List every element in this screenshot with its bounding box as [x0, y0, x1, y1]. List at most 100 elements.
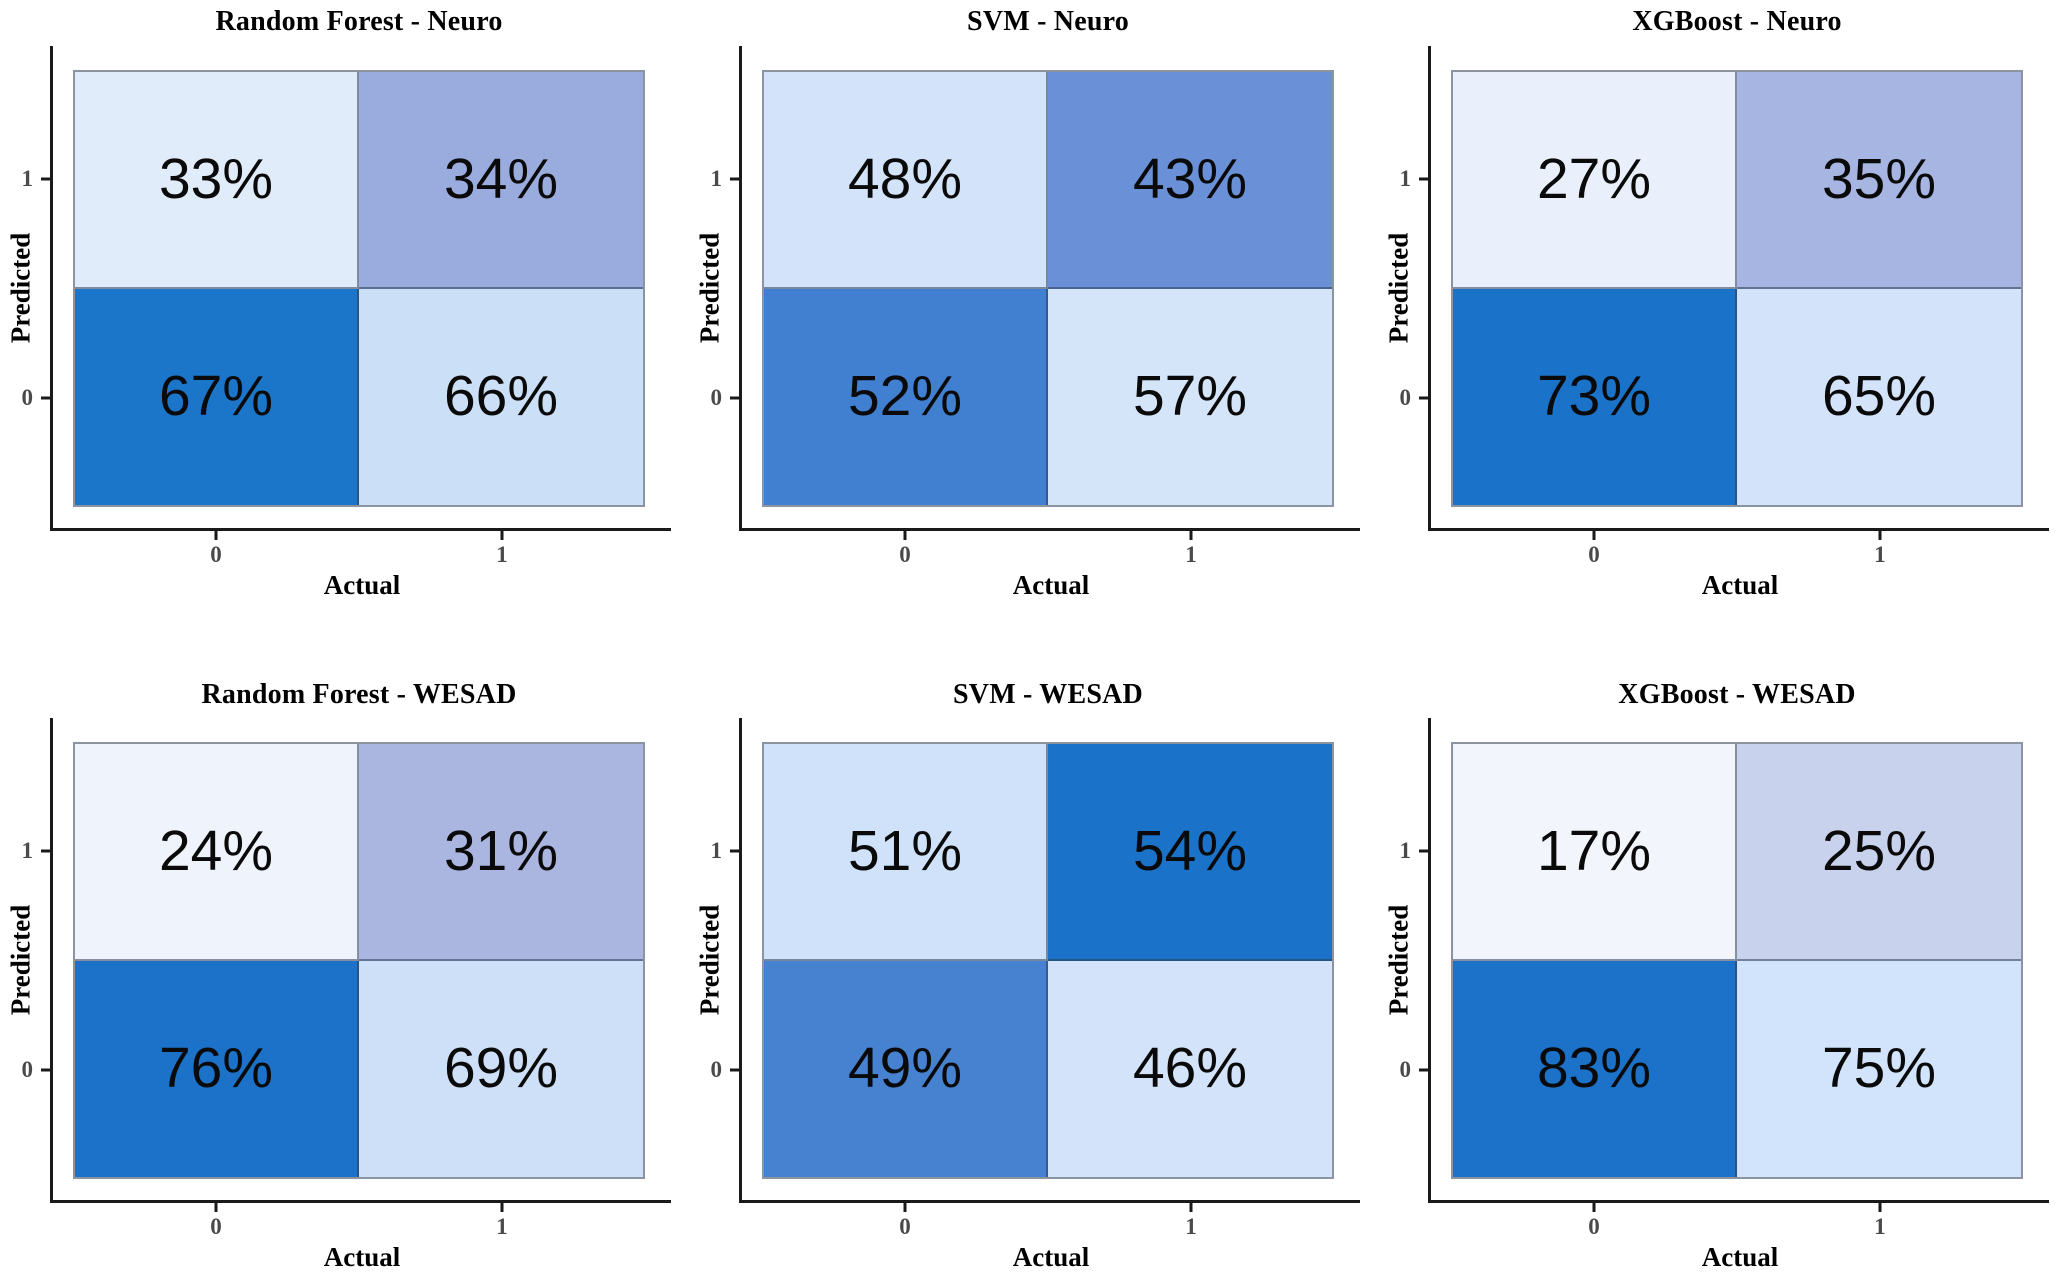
matrix-tiles: 27% 35% 73% 65% [1451, 70, 2023, 507]
x-tick-label: 0 [1588, 542, 1600, 567]
y-tick-mark [1419, 849, 1428, 853]
y-tick-label: 1 [21, 166, 34, 191]
x-axis-title: Actual [1012, 1242, 1090, 1272]
y-tick-label: 1 [21, 838, 34, 863]
plot-title: XGBoost - WESAD [1618, 679, 1856, 710]
cell-value: 48% [847, 146, 963, 211]
confusion-matrix-xgboost-neuro: XGBoost - Neuro Predicted 27% 35% 73% 65… [1378, 0, 2067, 639]
x-tick-mark [1592, 531, 1596, 540]
cell-value: 43% [1132, 146, 1248, 211]
confusion-matrix-random-forest-neuro: Random Forest - Neuro Predicted 33% 34% … [0, 0, 689, 639]
cell-value: 67% [158, 364, 274, 429]
cell-pred0-actual0: 73% [1453, 288, 1737, 505]
cell-pred1-actual0: 24% [75, 744, 359, 961]
cell-pred0-actual0: 83% [1453, 960, 1737, 1177]
y-tick-mark [730, 1068, 739, 1072]
cell-pred0-actual1: 75% [1737, 960, 2021, 1177]
cell-value: 35% [1821, 146, 1937, 211]
y-tick-mark [1419, 1068, 1428, 1072]
x-tick-label: 1 [496, 542, 508, 567]
x-tick-mark [1189, 1203, 1193, 1212]
y-tick-label: 1 [710, 166, 723, 191]
matrix-tiles: 33% 34% 67% 66% [73, 70, 645, 507]
cell-pred1-actual0: 27% [1453, 72, 1737, 289]
cell-pred0-actual0: 52% [764, 288, 1048, 505]
confusion-matrix-svm-neuro: SVM - Neuro Predicted 48% 43% 52% 57% 1 … [689, 0, 1378, 639]
x-tick-mark [500, 531, 504, 540]
y-tick-label: 0 [21, 1057, 34, 1082]
cell-pred0-actual1: 46% [1048, 960, 1332, 1177]
x-tick-label: 1 [1185, 1214, 1197, 1239]
cell-value: 46% [1132, 1036, 1248, 1101]
cell-value: 65% [1821, 364, 1937, 429]
y-tick-mark [41, 396, 50, 400]
plot-title: Random Forest - WESAD [201, 679, 517, 710]
cell-value: 54% [1132, 818, 1248, 883]
confusion-matrix-svm-wesad: SVM - WESAD Predicted 51% 54% 49% 46% 1 … [689, 639, 1378, 1278]
cell-pred0-actual1: 65% [1737, 288, 2021, 505]
cell-pred0-actual0: 49% [764, 960, 1048, 1177]
x-tick-mark [903, 1203, 907, 1212]
x-axis-title: Actual [1701, 1242, 1779, 1272]
cell-pred1-actual0: 17% [1453, 744, 1737, 961]
cell-pred1-actual1: 35% [1737, 72, 2021, 289]
y-tick-label: 1 [710, 838, 723, 863]
cell-value: 17% [1536, 818, 1652, 883]
x-tick-mark [1592, 1203, 1596, 1212]
x-tick-label: 1 [1185, 542, 1197, 567]
y-tick-label: 1 [1399, 166, 1412, 191]
cell-pred0-actual1: 66% [359, 288, 643, 505]
x-tick-mark [1878, 1203, 1882, 1212]
plot-panel: 17% 25% 83% 75% 1 0 0 1 Actual [1400, 718, 2049, 1272]
plot-panel: 51% 54% 49% 46% 1 0 0 1 Actual [711, 718, 1360, 1272]
x-tick-label: 0 [899, 542, 911, 567]
x-tick-mark [214, 1203, 218, 1212]
y-tick-mark [41, 1068, 50, 1072]
plot-panel: 33% 34% 67% 66% 1 0 0 1 Actual [22, 46, 671, 600]
cell-value: 49% [847, 1036, 963, 1101]
plot-title: XGBoost - Neuro [1632, 6, 1842, 37]
x-tick-mark [903, 531, 907, 540]
x-tick-label: 0 [210, 1214, 222, 1239]
y-axis-title: Predicted [1383, 232, 1414, 344]
cell-pred1-actual0: 48% [764, 72, 1048, 289]
plot-title: SVM - Neuro [967, 6, 1129, 37]
y-tick-mark [730, 177, 739, 181]
cell-value: 66% [443, 364, 559, 429]
y-axis-title: Predicted [694, 904, 725, 1016]
y-axis-title: Predicted [694, 232, 725, 344]
cell-pred1-actual1: 25% [1737, 744, 2021, 961]
x-tick-mark [500, 1203, 504, 1212]
x-tick-label: 1 [1874, 542, 1886, 567]
y-tick-label: 0 [710, 385, 723, 410]
confusion-matrix-random-forest-wesad: Random Forest - WESAD Predicted 24% 31% … [0, 639, 689, 1278]
cell-value: 33% [158, 146, 274, 211]
cell-pred1-actual1: 31% [359, 744, 643, 961]
plot-title: Random Forest - Neuro [215, 6, 503, 37]
matrix-tiles: 24% 31% 76% 69% [73, 742, 645, 1179]
matrix-tiles: 48% 43% 52% 57% [762, 70, 1334, 507]
cell-value: 27% [1536, 146, 1652, 211]
x-tick-label: 0 [1588, 1214, 1600, 1239]
cell-value: 52% [847, 364, 963, 429]
y-tick-label: 1 [1399, 838, 1412, 863]
cell-pred1-actual1: 54% [1048, 744, 1332, 961]
y-tick-mark [41, 849, 50, 853]
y-tick-label: 0 [1399, 385, 1412, 410]
confusion-matrix-xgboost-wesad: XGBoost - WESAD Predicted 17% 25% 83% 75… [1378, 639, 2067, 1278]
cell-value: 69% [443, 1036, 559, 1101]
y-tick-mark [730, 396, 739, 400]
y-tick-mark [730, 849, 739, 853]
x-axis-title: Actual [323, 570, 401, 600]
plot-panel: 24% 31% 76% 69% 1 0 0 1 Actual [22, 718, 671, 1272]
plot-panel: 27% 35% 73% 65% 1 0 0 1 Actual [1400, 46, 2049, 600]
x-tick-label: 0 [210, 542, 222, 567]
cell-pred1-actual0: 33% [75, 72, 359, 289]
cell-pred1-actual0: 51% [764, 744, 1048, 961]
y-axis-title: Predicted [1383, 904, 1414, 1016]
cell-value: 76% [158, 1036, 274, 1101]
x-tick-mark [1878, 531, 1882, 540]
y-tick-label: 0 [710, 1057, 723, 1082]
cell-value: 31% [443, 818, 559, 883]
